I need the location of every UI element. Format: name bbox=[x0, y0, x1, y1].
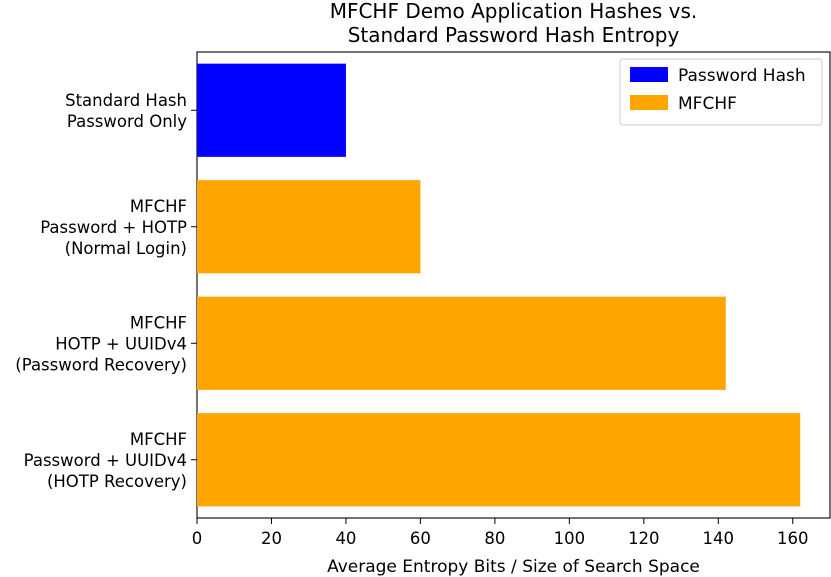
chart-title: MFCHF Demo Application Hashes vs. Standar… bbox=[330, 0, 698, 47]
y-tick-label-mfchf-password-hotp-normal-login: MFCHF Password + HOTP (Normal Login) bbox=[40, 197, 187, 258]
bar-mfchf-password-uuidv4-hotp-recovery bbox=[197, 413, 801, 507]
x-tick-label: 120 bbox=[628, 529, 660, 548]
x-tick-label: 160 bbox=[777, 529, 809, 548]
plot-frame bbox=[196, 51, 831, 519]
legend-box bbox=[619, 58, 823, 126]
x-tick-label: 40 bbox=[335, 529, 356, 548]
y-tick-label-mfchf-password-uuidv4-hotp-recovery: MFCHF Password + UUIDv4 (HOTP Recovery) bbox=[24, 430, 187, 491]
legend-label-mfchf: MFCHF bbox=[678, 94, 737, 114]
bar-mfchf-hotp-uuidv4-password-recovery bbox=[197, 296, 726, 390]
x-axis-ticks: 0 20 40 60 80 100 120 140 160 bbox=[192, 518, 809, 548]
x-tick-label: 140 bbox=[703, 529, 735, 548]
chart-title-text: MFCHF Demo Application Hashes vs. Standar… bbox=[330, 0, 698, 47]
plot-area bbox=[196, 51, 831, 519]
x-tick-label: 20 bbox=[261, 529, 282, 548]
legend-swatch-mfchf bbox=[630, 95, 668, 110]
x-axis-label: Average Entropy Bits / Size of Search Sp… bbox=[327, 557, 700, 577]
bars bbox=[197, 63, 801, 507]
legend: Password Hash MFCHF bbox=[619, 58, 823, 126]
x-tick-label: 80 bbox=[484, 529, 505, 548]
y-tick-label-mfchf-hotp-uuidv4-password-recovery: MFCHF HOTP + UUIDv4 (Password Recovery) bbox=[15, 313, 187, 374]
x-tick-label: 100 bbox=[554, 529, 586, 548]
x-tick-label: 0 bbox=[192, 529, 203, 548]
bar-mfchf-password-hotp-normal-login bbox=[197, 180, 421, 274]
x-tick-label: 60 bbox=[410, 529, 431, 548]
bar-standard-hash-password-only bbox=[197, 63, 346, 157]
y-axis-ticks: Standard Hash Password Only MFCHF Password … bbox=[15, 91, 197, 491]
y-tick-label-standard-hash-password-only: Standard Hash Password Only bbox=[65, 91, 187, 131]
legend-label-password-hash: Password Hash bbox=[678, 66, 806, 86]
legend-swatch-password-hash bbox=[630, 67, 668, 82]
